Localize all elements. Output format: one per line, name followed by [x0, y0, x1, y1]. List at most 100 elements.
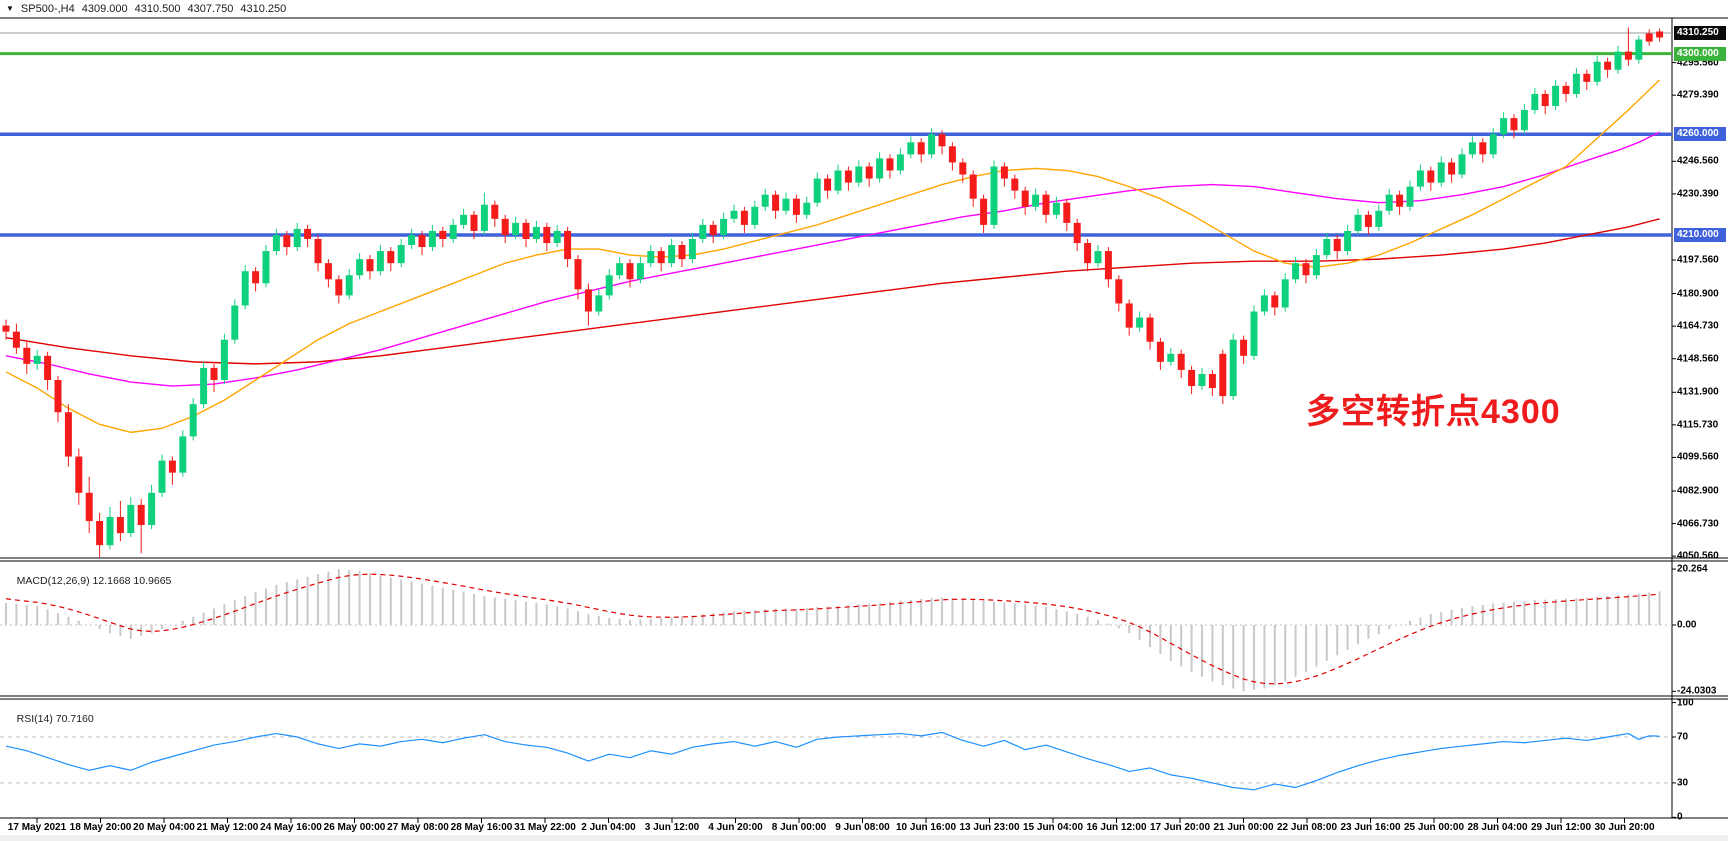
symbol-header: ▼ SP500-,H4 4309.000 4310.500 4307.750 4… [6, 2, 286, 16]
candle-body [657, 251, 665, 264]
candle-body [1364, 214, 1372, 227]
candle-body [85, 492, 93, 522]
candle-body [189, 404, 197, 437]
candle-body [938, 134, 946, 147]
candle-body [1198, 373, 1206, 387]
candle-body [584, 289, 592, 312]
candle-body [44, 355, 52, 380]
candle-body [678, 245, 686, 260]
candle-body [1021, 190, 1029, 207]
candle-body [116, 516, 124, 534]
candle-body [1354, 214, 1362, 231]
candle-body [896, 154, 904, 171]
candle-body [605, 275, 613, 296]
ohlc-open: 4309.000 [81, 3, 128, 15]
candle-body [1167, 353, 1175, 362]
candle-body [1000, 166, 1008, 179]
candle-body [1468, 142, 1476, 155]
candle-body [574, 259, 582, 290]
current-price-label: 4310.250 [1674, 26, 1726, 40]
candle-body [668, 245, 676, 264]
candle-body [865, 166, 873, 179]
candle-body [1271, 295, 1279, 308]
candle-body [127, 504, 135, 534]
candle-body [335, 279, 343, 296]
candle-body [709, 224, 717, 235]
candle-body [969, 174, 977, 199]
candle-body [512, 222, 520, 235]
candle-body [1635, 39, 1643, 60]
candle-body [179, 436, 187, 473]
ma-slow-red-line [5, 218, 1660, 365]
candle-body [210, 367, 218, 380]
candle-body [907, 142, 915, 155]
candle-body [792, 198, 800, 215]
candle-body [1520, 110, 1528, 131]
candle-body [772, 194, 780, 211]
candle-body [501, 218, 509, 235]
candle-body [1344, 230, 1352, 252]
hline-4260-label: 4260.000 [1674, 127, 1726, 142]
candle-body [699, 224, 707, 239]
candle-body [387, 251, 395, 264]
candle-body [470, 214, 478, 231]
candle-body [12, 331, 20, 348]
hline-4300-label: 4300.000 [1674, 46, 1726, 61]
candle-body [1437, 162, 1445, 183]
candle-body [782, 198, 790, 211]
candle-body [948, 146, 956, 163]
chevron-down-icon[interactable]: ▼ [6, 4, 14, 13]
candle-body [1500, 118, 1508, 135]
hline-4210-label: 4210.000 [1674, 227, 1726, 242]
candle-body [553, 230, 561, 244]
ma-fast-orange-line [5, 79, 1661, 434]
candle-body [324, 263, 332, 280]
candle-body [262, 251, 270, 284]
candle-body [1406, 186, 1414, 207]
candle-body [168, 460, 176, 473]
candle-body [1208, 373, 1216, 389]
candle-body [1104, 251, 1112, 280]
candle-body [980, 198, 988, 225]
candle-body [283, 234, 291, 248]
candle-body [418, 234, 426, 248]
candle-body [1531, 93, 1539, 111]
candle-body [293, 228, 301, 248]
candle-body [376, 251, 384, 272]
candle-body [1479, 142, 1487, 155]
candle-body [75, 456, 83, 493]
candle-body [491, 204, 499, 219]
candle-body [252, 271, 260, 284]
candle-body [813, 178, 821, 203]
candle-body [720, 218, 728, 235]
candle-body [1177, 353, 1185, 370]
candle-body [1323, 238, 1331, 256]
bottom-scroll-strip[interactable] [0, 835, 1728, 841]
candle-body [1656, 31, 1664, 38]
candle-body [148, 492, 156, 526]
candle-body [1240, 339, 1248, 356]
candle-body [428, 230, 436, 248]
candle-body [834, 170, 842, 191]
candle-body [1032, 194, 1040, 207]
candle-body [1541, 93, 1549, 107]
candle-body [200, 367, 208, 405]
candle-body [595, 295, 603, 312]
macd-signal-line [5, 573, 1660, 685]
candle-body [1042, 194, 1050, 215]
candle-body [106, 516, 114, 546]
candle-body [1448, 162, 1456, 175]
candle-body [231, 305, 239, 340]
candle-body [1188, 369, 1196, 387]
candle-body [1645, 33, 1653, 42]
candle-body [522, 222, 530, 239]
candle-body [990, 166, 998, 225]
candle-body [1489, 134, 1497, 155]
candle-body [564, 230, 572, 260]
candle-body [616, 263, 624, 276]
candle-body [1219, 353, 1227, 397]
candle-body [917, 142, 925, 155]
symbol-timeframe: SP500-,H4 [20, 3, 75, 15]
candle-body [1084, 243, 1092, 264]
